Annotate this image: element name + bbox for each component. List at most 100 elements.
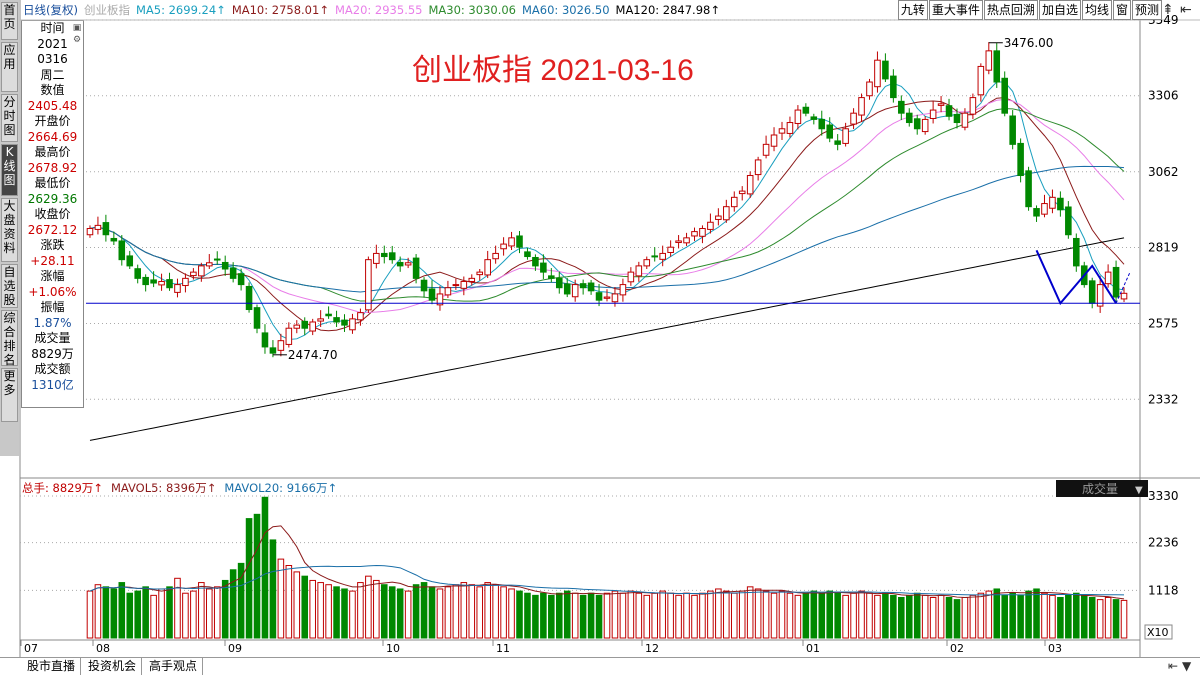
bottom-tab-1[interactable]: 投资机会 bbox=[83, 658, 143, 675]
amp-label: 振幅 bbox=[40, 300, 65, 314]
volume-bar bbox=[396, 588, 404, 639]
left-tab-7[interactable]: 更多 bbox=[1, 368, 18, 422]
volume-bar bbox=[619, 592, 627, 639]
candle-body bbox=[102, 222, 110, 236]
candle-body bbox=[866, 81, 873, 97]
candle-body bbox=[142, 276, 149, 286]
vol-legend-2: MAVOL20: 9166万↑ bbox=[224, 481, 337, 495]
volume-bar bbox=[786, 592, 794, 639]
candle-body bbox=[190, 271, 197, 277]
bottom-tab-0[interactable]: 股市直播 bbox=[22, 658, 82, 675]
volume-bar bbox=[118, 582, 126, 639]
open-value: 2664.69 bbox=[27, 129, 78, 144]
candle-body bbox=[953, 113, 961, 124]
panel-settings-icon[interactable]: ▣ ⚙ bbox=[72, 23, 82, 45]
ma-legend-0: 日线(复权) bbox=[23, 3, 78, 17]
left-tab-0[interactable]: 首页 bbox=[1, 2, 18, 40]
pct-label: 涨幅 bbox=[40, 269, 65, 283]
volume-bar bbox=[762, 590, 770, 639]
volume-bar bbox=[834, 592, 841, 639]
vol-legend-0: 总手: 8829万↑ bbox=[22, 481, 103, 495]
volume-bar bbox=[436, 588, 444, 639]
volume-bar bbox=[691, 594, 698, 639]
volume-bar bbox=[468, 584, 476, 639]
toolbar-button-4[interactable]: 均线 bbox=[1081, 0, 1112, 20]
up-arrow-icon[interactable]: ⇞ bbox=[1162, 2, 1174, 18]
candle-body bbox=[611, 293, 619, 303]
volume-bar bbox=[277, 558, 285, 639]
volume-bar bbox=[595, 594, 603, 639]
ma-legend-2: MA5: 2699.24↑ bbox=[136, 3, 226, 17]
toolbar-button-3[interactable]: 加自选 bbox=[1038, 0, 1081, 20]
left-tab-1[interactable]: 应用 bbox=[1, 42, 18, 92]
volume-bar bbox=[985, 590, 993, 639]
volume-bar bbox=[516, 590, 523, 639]
candle-body bbox=[341, 319, 348, 326]
kline-chart[interactable]: 354933063062281925752332333022361118X100… bbox=[0, 0, 1200, 657]
candle-body bbox=[667, 246, 674, 253]
candle-body bbox=[325, 313, 332, 317]
open-label: 开盘价 bbox=[34, 114, 71, 128]
candle-body bbox=[937, 103, 945, 106]
candle-body bbox=[166, 279, 173, 289]
scroll-top-icon[interactable]: ⇤ bbox=[1168, 659, 1179, 673]
toolbar-button-2[interactable]: 热点回溯 bbox=[983, 0, 1038, 20]
vol-legend-1: MAVOL5: 8396万↑ bbox=[111, 481, 216, 495]
volume-bar bbox=[221, 579, 229, 639]
ma20-line bbox=[89, 98, 1125, 313]
volume-bar bbox=[571, 592, 579, 639]
left-tab-4[interactable]: 大盘资料 bbox=[1, 198, 18, 262]
volume-bar bbox=[404, 590, 412, 639]
candle-body bbox=[651, 255, 659, 258]
candle-body bbox=[810, 116, 818, 120]
ma-legend-4: MA20: 2935.55 bbox=[335, 3, 423, 17]
candle-body bbox=[818, 118, 826, 130]
time-label: 时间 bbox=[40, 21, 65, 35]
candle-body bbox=[182, 277, 189, 287]
x-axis-label: 09 bbox=[228, 642, 242, 655]
candle-body bbox=[1065, 206, 1072, 236]
ma-legend-5: MA30: 3030.06 bbox=[428, 3, 516, 17]
volume-dropdown[interactable] bbox=[1056, 480, 1148, 497]
candle-body bbox=[158, 280, 165, 286]
volume-bar bbox=[309, 579, 316, 639]
volume-bar bbox=[460, 582, 468, 639]
candle-body bbox=[627, 271, 635, 283]
volume-bar bbox=[213, 586, 221, 639]
left-tab-3[interactable]: K线图 bbox=[1, 144, 18, 196]
candle-body bbox=[317, 318, 324, 322]
candle-body bbox=[221, 261, 229, 270]
toolbar-button-1[interactable]: 重大事件 bbox=[928, 0, 983, 20]
toolbar-button-6[interactable]: 预测 bbox=[1131, 0, 1162, 20]
left-tab-5[interactable]: 自选股 bbox=[1, 264, 18, 308]
left-tab-6[interactable]: 综合排名 bbox=[1, 310, 18, 367]
volume-bar bbox=[317, 582, 324, 639]
pin-icon[interactable]: ⇤ bbox=[1180, 2, 1192, 18]
candle-body bbox=[898, 100, 905, 114]
left-tab-2[interactable]: 分时图 bbox=[1, 94, 18, 142]
candle-body bbox=[571, 284, 579, 298]
candle-body bbox=[269, 347, 277, 354]
candle-body bbox=[1104, 271, 1112, 285]
volume-bar bbox=[1120, 599, 1128, 639]
high-value: 2678.92 bbox=[27, 160, 78, 175]
candle-body bbox=[110, 237, 118, 242]
ma-legend-3: MA10: 2758.01↑ bbox=[232, 3, 329, 17]
title-overlay: 创业板指 2021-03-16 bbox=[412, 54, 694, 87]
candle-body bbox=[1041, 203, 1048, 215]
candle-body bbox=[794, 109, 802, 124]
volume-bar bbox=[484, 582, 491, 639]
weekday: 周二 bbox=[40, 67, 65, 82]
scroll-down-icon[interactable]: ▼ bbox=[1182, 659, 1192, 673]
close-label: 收盘价 bbox=[34, 207, 71, 221]
amp-value: 1.87% bbox=[33, 315, 72, 330]
candle-body bbox=[754, 159, 762, 176]
candle-body bbox=[412, 257, 420, 279]
volume-bar bbox=[651, 592, 659, 639]
volume-bar bbox=[1104, 596, 1112, 639]
candle-body bbox=[1001, 77, 1008, 114]
toolbar-button-0[interactable]: 九转 bbox=[897, 0, 928, 20]
change-label: 涨跌 bbox=[40, 238, 65, 252]
bottom-tab-2[interactable]: 高手观点 bbox=[144, 658, 204, 675]
toolbar-button-5[interactable]: 窗 bbox=[1112, 0, 1131, 20]
